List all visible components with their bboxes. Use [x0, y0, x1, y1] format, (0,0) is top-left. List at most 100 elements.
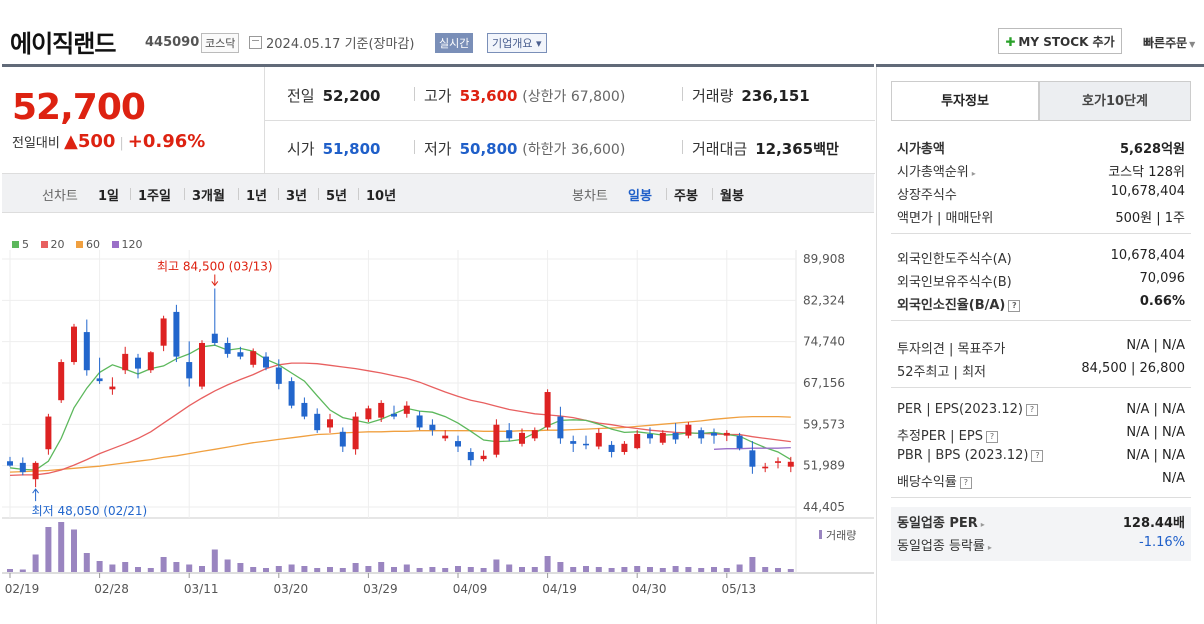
low-arrowhead-icon — [32, 488, 39, 494]
ma20-line — [9, 362, 791, 477]
price-change: 전일대비 ▲500 | +0.96% — [12, 131, 205, 152]
info-tabs: 투자정보 호가10단계 — [891, 81, 1191, 123]
help-icon[interactable]: ? — [1008, 300, 1021, 312]
info-row[interactable]: 동일업종 PER ▸ 128.44배 — [891, 509, 1191, 532]
volume-bar — [83, 553, 90, 572]
y-tick-label: 74,740 — [803, 335, 845, 349]
info-key: 추정PER | EPS? — [897, 425, 998, 444]
tab-orderbook[interactable]: 호가10단계 — [1039, 81, 1191, 121]
candle-daily[interactable]: 일봉 — [628, 189, 652, 204]
info-key-text: 추정PER | EPS — [897, 429, 983, 444]
info-value: N/A — [1162, 471, 1185, 486]
period-10year[interactable]: 10년 — [366, 189, 397, 204]
volume-bar — [787, 569, 794, 572]
amount-label: 거래대금 — [692, 140, 748, 158]
company-overview-button[interactable]: 기업개요 ▾ — [487, 33, 547, 53]
period-1day[interactable]: 1일 — [98, 189, 120, 204]
add-mystock-button[interactable]: ✚ MY STOCK 추가 — [998, 28, 1122, 54]
plus-icon: ✚ — [1005, 35, 1016, 49]
divider: | — [119, 136, 124, 151]
realtime-button[interactable]: 실시간 — [435, 33, 474, 53]
period-1year[interactable]: 1년 — [246, 189, 268, 204]
divider — [876, 64, 1204, 67]
volume-bar — [723, 568, 730, 572]
info-value: 0.66% — [1139, 294, 1185, 309]
info-row: 액면가 | 매매단위 500원 | 1주 — [891, 204, 1191, 227]
candle-body — [672, 432, 679, 440]
help-icon[interactable]: ? — [985, 431, 998, 443]
volume-bar — [135, 567, 141, 572]
candle-body — [519, 432, 525, 444]
info-key: PBR | BPS (2023.12)? — [897, 448, 1044, 463]
info-row: 추정PER | EPS? N/A | N/A — [891, 422, 1191, 445]
divider — [238, 188, 239, 200]
tab-investment-info[interactable]: 투자정보 — [891, 81, 1039, 121]
legend-ma120: 120 — [111, 238, 143, 251]
candle-weekly[interactable]: 주봉 — [674, 189, 698, 204]
candle-body — [122, 353, 129, 371]
volume-bar — [621, 567, 628, 572]
change-value: ▲500 — [63, 131, 116, 152]
info-row[interactable]: 시가총액순위 ▸ 코스닥 128위 — [891, 158, 1191, 181]
candle-body — [608, 444, 615, 452]
high-price: 고가 53,600 (상한가 67,800) — [424, 85, 625, 106]
info-key-text: 외국인한도주식수(A) — [897, 252, 1012, 267]
lower-limit: (하한가 36,600) — [522, 142, 626, 158]
help-icon[interactable]: ? — [1025, 404, 1038, 416]
help-icon[interactable]: ? — [959, 477, 972, 489]
info-row: 상장주식수 10,678,404 — [891, 181, 1191, 204]
market-badge: 코스닥 — [201, 33, 240, 53]
volume-bar — [698, 568, 705, 572]
info-key: 배당수익률? — [897, 471, 972, 490]
legend-ma60: 60 — [76, 238, 100, 251]
candle-body — [391, 413, 397, 417]
legend-swatch — [12, 241, 19, 248]
candle-body — [544, 392, 551, 428]
volume-bar — [45, 527, 52, 572]
x-tick-label: 03/29 — [363, 582, 398, 596]
info-row[interactable]: 동일업종 등락률 ▸ -1.16% — [891, 532, 1191, 555]
divider — [414, 87, 415, 101]
x-tick-label: 03/20 — [274, 582, 309, 596]
info-row: 외국인보유주식수(B) 70,096 — [891, 268, 1191, 291]
prev-close-label: 전일 — [287, 87, 315, 105]
info-key: 동일업종 등락률 ▸ — [897, 535, 992, 554]
x-tick-label: 02/19 — [5, 582, 40, 596]
divider — [184, 188, 185, 200]
ma-legend: 5 20 60 120 — [12, 238, 151, 251]
y-tick-label: 67,156 — [803, 376, 845, 390]
candle-body — [621, 443, 628, 452]
stock-code: 445090 — [145, 35, 200, 50]
candle-monthly[interactable]: 월봉 — [720, 189, 744, 204]
candle-body — [698, 430, 705, 439]
volume-bar — [711, 567, 717, 572]
current-price: 52,700 — [12, 87, 146, 128]
low-price: 저가 50,800 (하한가 36,600) — [424, 138, 625, 159]
info-value: N/A | N/A — [1126, 338, 1185, 353]
period-3year[interactable]: 3년 — [286, 189, 308, 204]
quick-order-button[interactable]: 빠른주문 ▼ — [1143, 34, 1195, 51]
candle-body — [224, 342, 231, 354]
candle-body — [659, 432, 666, 443]
help-icon[interactable]: ? — [1031, 450, 1044, 462]
open-price: 시가 51,800 — [287, 138, 381, 159]
period-1week[interactable]: 1주일 — [138, 189, 171, 204]
volume-bar — [557, 562, 564, 572]
candlestick-chart[interactable]: 89,908 82,324 74,740 67,156 59,573 51,989 44,4… — [0, 250, 874, 624]
x-tick-label: 04/30 — [632, 582, 667, 596]
info-value: N/A | N/A — [1126, 425, 1185, 440]
volume-bar — [467, 567, 474, 572]
candle-body — [275, 367, 282, 384]
legend-swatch — [111, 241, 119, 248]
legend-label: 120 — [121, 238, 143, 251]
info-key: 외국인소진율(B/A)? — [897, 294, 1021, 313]
volume-bar — [32, 554, 39, 572]
period-5year[interactable]: 5년 — [326, 189, 348, 204]
trade-amount: 거래대금 12,365백만 — [692, 138, 839, 159]
candle-body — [314, 413, 321, 431]
info-row: PER | EPS(2023.12)? N/A | N/A — [891, 399, 1191, 422]
candle-body — [749, 450, 756, 467]
period-3month[interactable]: 3개월 — [192, 189, 225, 204]
candle-body — [685, 424, 692, 436]
stock-name: 에이직랜드 — [10, 30, 116, 58]
